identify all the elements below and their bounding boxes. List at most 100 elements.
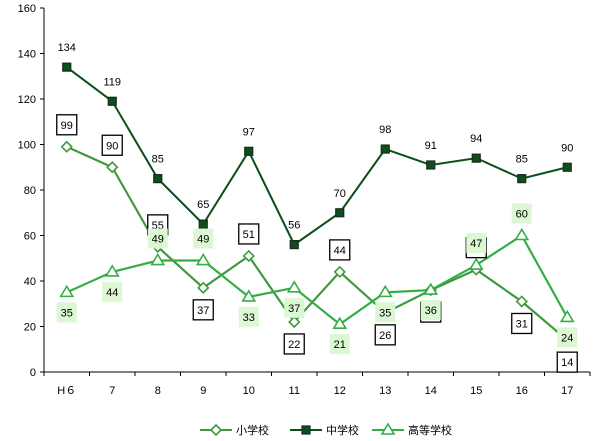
data-label-box (557, 327, 578, 348)
x-tick-label: 10 (243, 385, 255, 397)
data-label-box (147, 228, 168, 249)
y-tick-label: 60 (24, 231, 36, 243)
y-tick-label: 140 (18, 49, 36, 61)
data-label-box (374, 324, 396, 346)
series-2-point (286, 280, 302, 293)
x-tick-label: 16 (516, 385, 528, 397)
data-label-box (283, 333, 305, 355)
series-1-point (380, 144, 390, 154)
legend-label-2: 高等学校 (408, 423, 452, 437)
data-label: 85 (516, 154, 528, 166)
chart-axes: 0 20 40 60 80 100 120 140 160 H６ 7 8 9 10 11 12 13 14 15 16… (18, 3, 591, 397)
data-label-box (375, 302, 396, 323)
series-1-point (289, 240, 299, 250)
data-label: 37 (197, 305, 209, 317)
data-label: 33 (243, 312, 255, 324)
series-1-point (153, 174, 163, 184)
series-2-point (59, 284, 75, 298)
series-1-point (562, 162, 572, 172)
series-2-point (241, 289, 257, 302)
data-label: 37 (288, 303, 300, 315)
series-2-point (514, 227, 530, 241)
data-label: 97 (243, 126, 255, 138)
legend-marker-2 (380, 422, 396, 435)
data-label-box (284, 297, 305, 318)
data-label: 134 (58, 42, 76, 54)
data-label-box (329, 334, 350, 355)
data-label: 94 (470, 133, 482, 145)
legend-marker-1 (301, 425, 311, 435)
data-label: 24 (561, 332, 573, 344)
data-label: 91 (425, 140, 437, 152)
y-tick-label: 80 (24, 185, 36, 197)
series-1-point (471, 153, 481, 163)
series-markers (59, 62, 575, 347)
data-label-box (238, 306, 259, 327)
x-tick-label: 11 (289, 385, 300, 397)
series-0-point (242, 249, 255, 263)
series-line-1 (66, 66, 568, 247)
x-tick-label: 7 (109, 385, 115, 397)
data-label: 56 (288, 220, 300, 232)
series-1-point (426, 160, 436, 170)
series-2-point (377, 284, 393, 298)
y-tick-label: 40 (24, 276, 36, 288)
series-2-point (332, 316, 348, 330)
series-0-point (106, 161, 119, 174)
data-label: 99 (61, 120, 73, 132)
data-label: 85 (152, 154, 164, 166)
series-1-point (62, 62, 72, 72)
data-label-box (420, 300, 441, 321)
x-tick-label: 17 (561, 385, 573, 397)
y-tick-label: 160 (18, 3, 36, 15)
data-label: 60 (516, 209, 528, 221)
data-label-box (511, 312, 533, 335)
x-tick-label: 14 (425, 385, 437, 397)
series-1-point (335, 208, 345, 218)
data-label-box (102, 281, 123, 302)
data-label: 119 (103, 76, 121, 88)
data-label-box (193, 228, 214, 249)
data-label: 35 (379, 307, 391, 319)
series-0-point (60, 140, 73, 153)
data-label: 49 (152, 234, 164, 246)
legend-label-0: 小学校 (236, 423, 269, 437)
legend-label-1: 中学校 (326, 423, 359, 437)
data-label: 21 (334, 339, 346, 351)
series-2-point (423, 282, 439, 295)
data-label: 44 (334, 245, 346, 257)
x-tick-label: H６ (57, 385, 76, 397)
x-tick-label: 12 (334, 385, 346, 397)
data-label: 36 (425, 305, 437, 317)
data-label: 49 (197, 234, 209, 246)
series-2-point (195, 252, 211, 266)
series-line-0 (66, 145, 568, 341)
data-label-box (329, 239, 351, 261)
data-label: 70 (334, 188, 346, 200)
data-label: 98 (379, 124, 391, 136)
series-0-point (197, 281, 210, 294)
y-tick-label: 0 (30, 367, 36, 379)
data-label: 65 (197, 199, 209, 211)
y-tick-label: 20 (24, 322, 36, 334)
legend-marker-0 (209, 423, 223, 437)
y-tick-label: 120 (18, 94, 36, 106)
series-2-point (104, 264, 120, 277)
series-1-point (107, 96, 117, 106)
x-tick-label: 9 (200, 385, 206, 397)
data-label-box (56, 302, 77, 323)
data-label: 47 (470, 238, 482, 250)
data-label-box (56, 114, 78, 136)
data-label-box (101, 134, 123, 156)
x-tick-label: 13 (379, 385, 391, 397)
data-label: 22 (288, 339, 300, 351)
data-label-box (238, 223, 260, 245)
data-label: 51 (243, 229, 255, 241)
series-1-point (198, 219, 208, 229)
series-lines (66, 66, 569, 341)
series-1-point (244, 146, 254, 156)
series-0-point (288, 315, 301, 329)
x-tick-label: 15 (470, 385, 482, 397)
data-label: 90 (561, 142, 573, 154)
series-2-point (468, 257, 484, 270)
